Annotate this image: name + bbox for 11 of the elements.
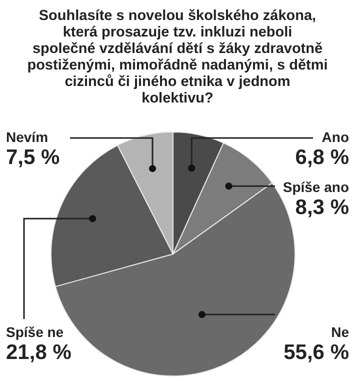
slice-label: Ano <box>322 129 349 145</box>
slice-label: Spíše ano <box>282 179 349 195</box>
slice-label: Spíše ne <box>6 324 64 340</box>
data-label: 6,8 % <box>295 146 350 169</box>
data-label: 8,3 % <box>295 196 350 219</box>
data-label: 7,5 % <box>6 146 60 169</box>
slice-label: Ne <box>331 324 350 340</box>
slice-label: Nevím <box>6 129 48 145</box>
data-label: 21,8 % <box>6 341 72 364</box>
data-label: 55,6 % <box>284 341 350 364</box>
chart-title: Souhlasíte s novelou školského zákona, která prosazuje tzv. inkluzi neboli společné vzdělávání dětí s žáky zdravotně postiženými, mimořádně nadanými, s dětmi cizinců či jiného etnika v jednom kolektivu? <box>27 8 328 106</box>
